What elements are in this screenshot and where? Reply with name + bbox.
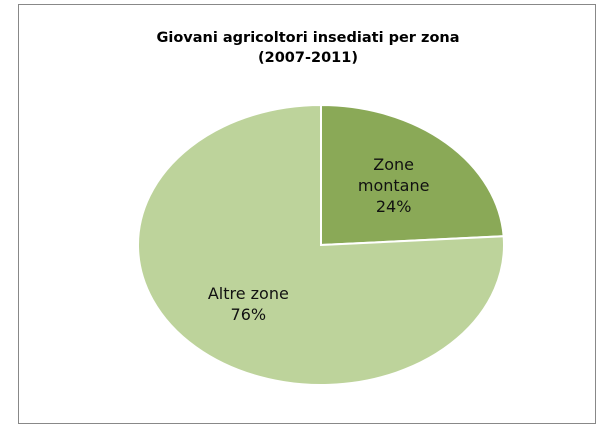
slice-name: Altre zone (207, 284, 289, 304)
pie-slice (320, 103, 505, 247)
slice-label: Zone montane 24% (349, 154, 439, 217)
pie-slice (137, 103, 505, 386)
slice-value: 76% (230, 305, 267, 325)
slice-label: Altre zone 76% (203, 283, 293, 325)
slice-value: 24% (375, 197, 412, 217)
slice-name: Zone montane (357, 155, 430, 196)
chart-title: Giovani agricoltori insediati per zona (… (156, 30, 460, 66)
